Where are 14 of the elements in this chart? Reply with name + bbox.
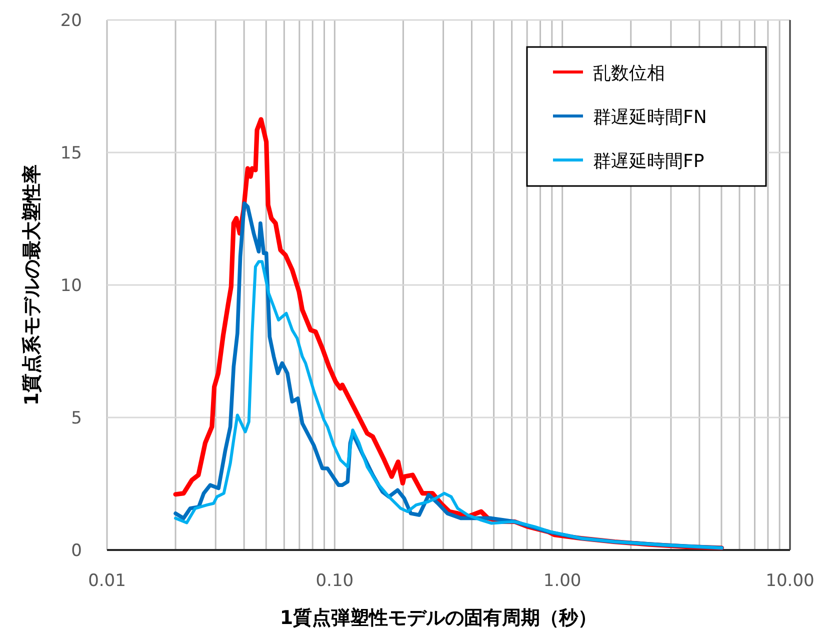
y-tick-label: 15 — [60, 144, 82, 164]
x-tick-label: 0.10 — [316, 571, 354, 591]
y-tick-label: 5 — [71, 408, 82, 428]
legend-label: 群遅延時間FN — [593, 107, 707, 128]
y-tick-label: 0 — [71, 541, 82, 561]
legend-label: 乱数位相 — [593, 63, 665, 84]
legend-label: 群遅延時間FP — [593, 151, 704, 172]
x-tick-label: 1.00 — [543, 571, 582, 591]
y-tick-label: 10 — [60, 276, 82, 296]
y-tick-label: 20 — [60, 11, 82, 31]
x-axis-title: 1質点弾塑性モデルの固有周期（秒） — [280, 607, 598, 629]
x-tick-label: 10.00 — [766, 571, 814, 591]
y-axis-title: 1質点系モデルの最大塑性率 — [21, 164, 43, 406]
x-tick-label: 0.01 — [88, 571, 126, 591]
